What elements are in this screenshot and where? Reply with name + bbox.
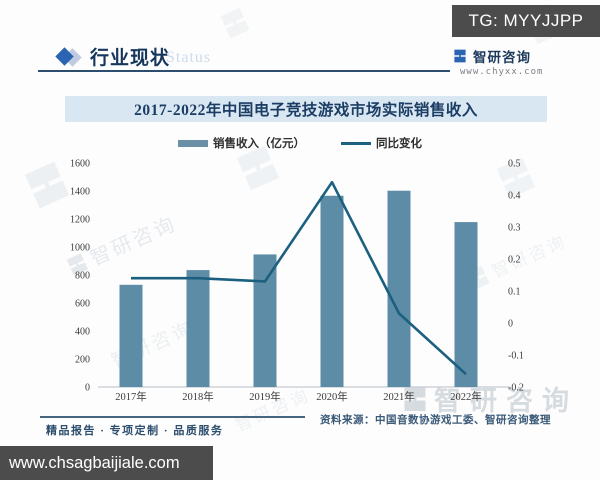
brand-url[interactable]: www.chyxx.com <box>460 67 544 77</box>
left-axis-tick: 1200 <box>70 215 90 226</box>
right-axis-tick: 0 <box>508 319 513 330</box>
bar-2021年 <box>387 190 411 387</box>
right-axis-tick: 0.5 <box>508 159 521 170</box>
left-axis-tick: 0 <box>85 383 90 394</box>
right-axis-tick: -0.2 <box>508 383 524 394</box>
bar-2022年 <box>454 222 478 387</box>
x-axis-label: 2018年 <box>182 390 214 403</box>
legend-item-sales: 销售收入（亿元） <box>178 135 305 151</box>
left-axis-tick: 1600 <box>70 159 90 170</box>
footer-divider <box>40 416 305 418</box>
x-axis-label: 2022年 <box>450 390 482 403</box>
legend-item-yoy: 同比变化 <box>341 135 422 151</box>
bar-2017年 <box>119 284 143 387</box>
bar-2020年 <box>320 195 344 387</box>
bar-2018年 <box>186 270 210 387</box>
legend-label: 销售收入（亿元） <box>213 138 305 150</box>
legend-label: 同比变化 <box>376 138 422 150</box>
tg-banner-label: TG: MYYJJPP <box>468 11 584 30</box>
diamond-icon <box>55 47 82 67</box>
report-header: 行业现状 Status 智研咨询 www.chyxx.com <box>38 46 565 77</box>
left-axis-tick: 400 <box>75 327 90 338</box>
x-axis-label: 2021年 <box>383 390 415 403</box>
right-axis-tick: 0.1 <box>508 287 521 298</box>
footer-tagline: 精品报告 · 专项定制 · 品质服务 <box>46 425 224 437</box>
combo-chart: 0 200 400 600 800 1000 1200 1400 1600 0.5 0.4 0.3 0.… <box>70 159 524 404</box>
website-banner: www.chsagbaijiale.com <box>0 446 213 480</box>
zhiyan-logo-icon <box>452 48 468 64</box>
right-axis-tick: 0.2 <box>508 255 521 266</box>
x-axis-label: 2019年 <box>249 390 281 403</box>
section-title-watermark: Status <box>166 49 212 66</box>
brand: 智研咨询 <box>452 46 531 66</box>
yoy-line <box>131 180 467 376</box>
legend: 销售收入（亿元） 同比变化 <box>0 135 600 151</box>
chart-title: 2017-2022年中国电子竞技游戏市场实际销售收入 <box>65 96 547 122</box>
header-divider <box>38 70 450 72</box>
bar-2019年 <box>253 254 277 387</box>
brand-name: 智研咨询 <box>473 50 531 65</box>
watermark-logo-icon <box>215 3 255 43</box>
legend-bar-swatch <box>178 139 208 147</box>
x-axis-label: 2020年 <box>316 390 348 403</box>
data-source: 资料来源：中国音数协游戏工委、智研咨询整理 <box>320 415 551 426</box>
legend-line-swatch <box>341 141 371 145</box>
left-axis-tick: 800 <box>75 271 90 282</box>
left-axis-tick: 1000 <box>70 243 90 254</box>
left-axis-tick: 200 <box>75 355 90 366</box>
right-axis-tick: -0.1 <box>508 351 524 362</box>
section-title: 行业现状 <box>90 48 171 69</box>
tg-banner: TG: MYYJJPP <box>452 5 600 37</box>
right-axis-tick: 0.4 <box>508 191 521 202</box>
left-axis-tick: 1400 <box>70 187 90 198</box>
right-axis-tick: 0.3 <box>508 223 521 234</box>
left-axis-tick: 600 <box>75 299 90 310</box>
website-banner-label: www.chsagbaijiale.com <box>9 453 180 472</box>
x-axis-label: 2017年 <box>115 390 147 403</box>
